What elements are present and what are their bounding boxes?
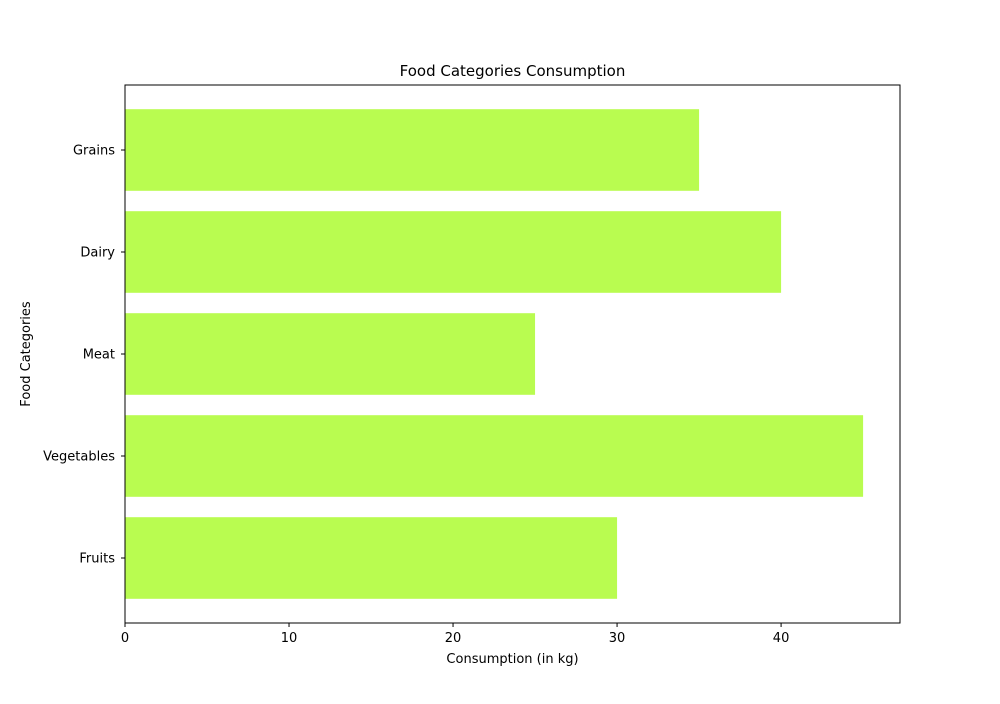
y-tick-label-vegetables: Vegetables: [43, 450, 115, 465]
bar-fruits: [125, 517, 618, 599]
y-axis-ticks: Fruits Vegetables Meat Dairy Grains: [43, 144, 125, 567]
y-tick-label-grains: Grains: [73, 144, 115, 159]
bar-vegetables: [125, 415, 864, 497]
y-axis-label: Food Categories: [19, 301, 34, 407]
chart-title: Food Categories Consumption: [400, 62, 626, 80]
y-tick-label-meat: Meat: [83, 348, 115, 363]
x-tick-label-40: 40: [773, 631, 790, 646]
x-tick-label-0: 0: [121, 631, 129, 646]
bar-meat: [125, 313, 536, 395]
bar-dairy: [125, 211, 782, 293]
x-tick-label-10: 10: [281, 631, 298, 646]
bar-grains: [125, 109, 700, 191]
x-tick-label-30: 30: [609, 631, 626, 646]
x-axis-label: Consumption (in kg): [446, 652, 578, 667]
y-tick-label-fruits: Fruits: [79, 552, 115, 567]
plot-area-frame: [124, 84, 901, 624]
x-axis-ticks: 0 10 20 30 40: [121, 623, 789, 646]
x-tick-label-20: 20: [445, 631, 462, 646]
y-tick-label-dairy: Dairy: [80, 246, 115, 261]
bars-group: [125, 109, 864, 599]
